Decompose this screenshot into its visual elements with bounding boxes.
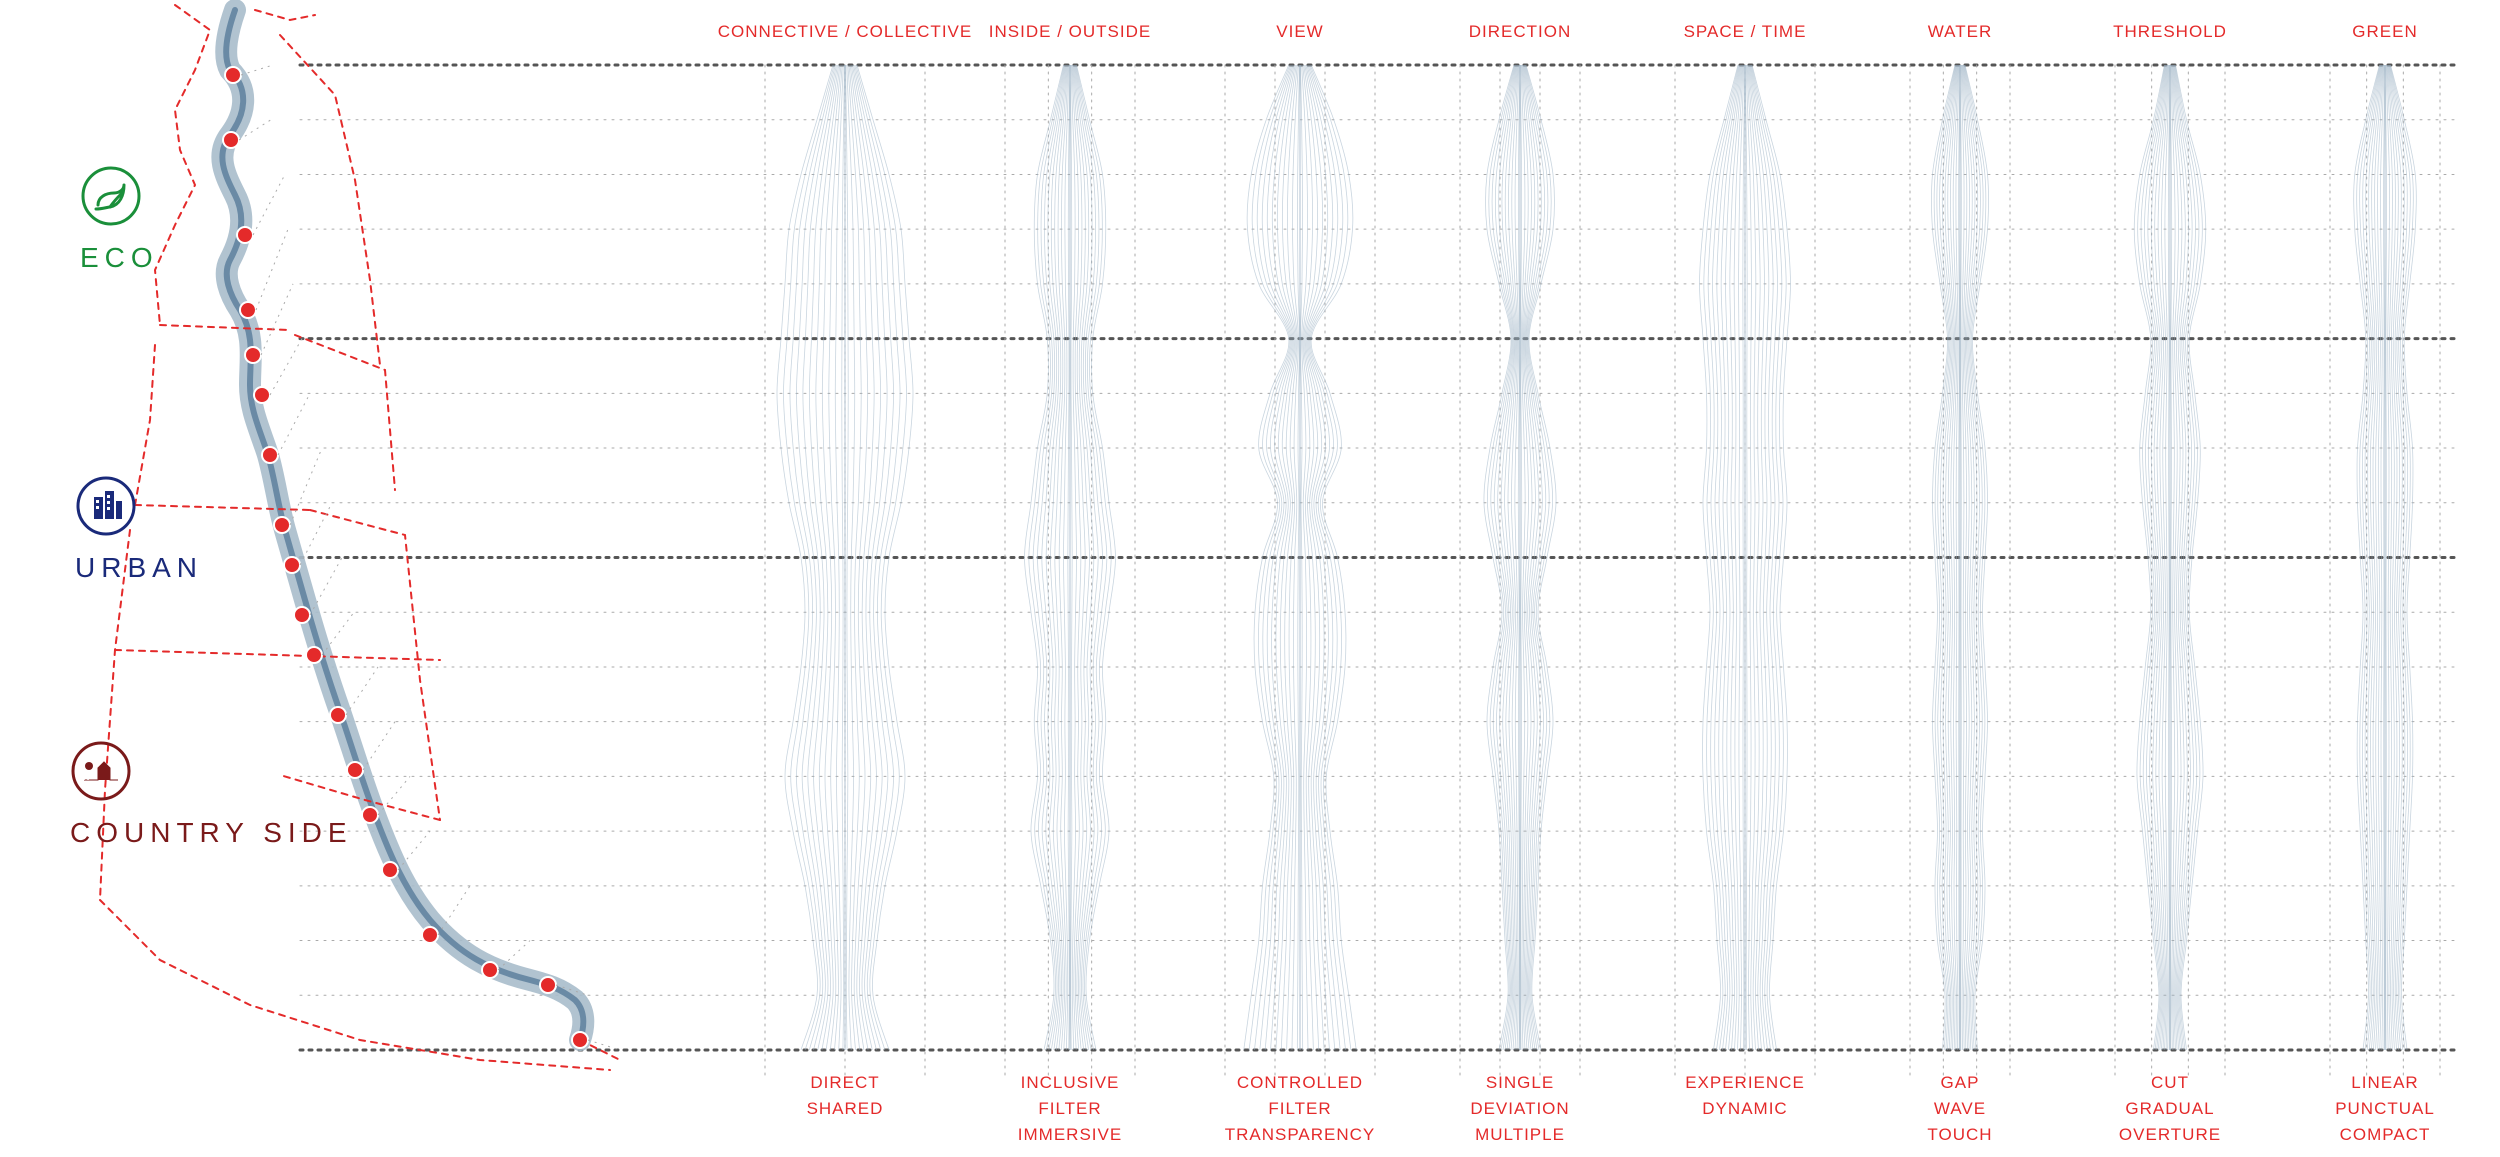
- col-label-connective: CONNECTIVE / COLLECTIVE: [718, 22, 972, 42]
- col-label-inside: INSIDE / OUTSIDE: [989, 22, 1151, 42]
- category-label: URBAN: [75, 552, 203, 583]
- col-label-threshold: THRESHOLD: [2113, 22, 2227, 42]
- sub-labels-direction: SINGLEDEVIATIONMULTIPLE: [1470, 1070, 1569, 1148]
- col-label-spacetime: SPACE / TIME: [1684, 22, 1807, 42]
- sub-labels-water: GAPWAVETOUCH: [1927, 1070, 1992, 1148]
- col-label-water: WATER: [1928, 22, 1993, 42]
- col-label-view: VIEW: [1276, 22, 1323, 42]
- eco-icon: [80, 165, 159, 232]
- diagram-canvas: [0, 0, 2500, 1157]
- sub-labels-green: LINEARPUNCTUALCOMPACT: [2335, 1070, 2435, 1148]
- col-label-direction: DIRECTION: [1469, 22, 1572, 42]
- sub-labels-connective: DIRECTSHARED: [807, 1070, 884, 1122]
- sub-labels-view: CONTROLLEDFILTERTRANSPARENCY: [1225, 1070, 1376, 1148]
- country-icon: [70, 740, 353, 807]
- category-eco: ECO: [80, 165, 159, 274]
- sub-labels-spacetime: EXPERIENCEDYNAMIC: [1685, 1070, 1805, 1122]
- sub-labels-inside: INCLUSIVEFILTERIMMERSIVE: [1018, 1070, 1122, 1148]
- urban-icon: [75, 475, 203, 542]
- sub-labels-threshold: CUTGRADUALOVERTURE: [2119, 1070, 2221, 1148]
- category-label: COUNTRY SIDE: [70, 817, 353, 848]
- category-label: ECO: [80, 242, 159, 273]
- category-country: COUNTRY SIDE: [70, 740, 353, 849]
- category-urban: URBAN: [75, 475, 203, 584]
- col-label-green: GREEN: [2352, 22, 2417, 42]
